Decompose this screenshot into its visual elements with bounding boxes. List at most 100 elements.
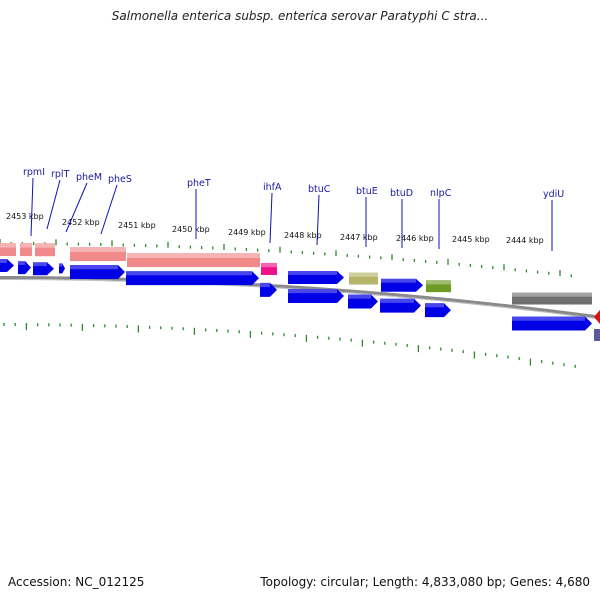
kbp-label: 2444 kbp [506,236,544,245]
gene-label-rplT[interactable]: rplT [51,169,70,180]
trna-feature-body [70,247,126,262]
cds-arrow-shine [260,282,270,288]
gene-label-btuD[interactable]: btuD [390,188,413,199]
cds-arrow [512,316,592,331]
trna-feature-body [127,253,260,268]
gene-label-ydiU[interactable]: ydiU [543,189,564,200]
edge-marker-purple [594,329,600,341]
cds-arrow-body [288,288,344,303]
kbp-label: 2445 kbp [452,235,490,244]
nlpC-feature [426,280,451,293]
btuE-feature-body [349,272,378,285]
cds-arrow-body [512,316,592,331]
cds-arrow-shine [381,278,416,283]
cds-arrow-body [381,278,423,292]
ihfA-feature-body [261,262,277,275]
cds-arrow-body [348,294,378,309]
map-title: Salmonella enterica subsp. enterica sero… [111,9,489,23]
kbp-label: 2453 kbp [6,212,44,221]
trna-feature [20,243,32,257]
cds-arrow-body [70,265,125,280]
gene-leader-pheM [65,182,88,233]
kbp-label: 2448 kbp [284,231,322,240]
cds-arrow-shine [126,271,252,276]
cds-arrow-body [126,271,259,286]
cds-arrow [260,282,277,297]
cds-arrow-body [33,262,54,276]
cds-arrow-shine [288,288,337,294]
kbp-label: 2450 kbp [172,225,210,234]
trna-feature-body [35,243,55,257]
gene-label-btuC[interactable]: btuC [308,184,331,195]
gene-label-pheS[interactable]: pheS [108,174,132,185]
gene-labels: rpmI rplT pheM pheS pheT ihfA btuC btuE btuD nlpC… [23,167,564,251]
edge-marker-red [594,310,600,324]
cds-arrow-body [260,282,277,297]
trna-feature-body [0,243,16,257]
cds-arrow [59,263,65,274]
cds-arrow [33,262,54,276]
trna-feature [0,243,16,257]
trna-feature-body [20,243,32,257]
gene-label-ihfA[interactable]: ihfA [263,182,282,193]
gene-leader-pheS [100,184,118,235]
cds-arrow-body [59,263,65,274]
cds-arrow-shine [0,259,7,263]
trna-feature [127,253,260,268]
kbp-label: 2452 kbp [62,218,100,227]
gene-leader-rpmI [30,177,34,237]
kbp-label: 2446 kbp [396,234,434,243]
kbp-labels: 2453 kbp 2452 kbp 2451 kbp 2450 kbp 2449 kbp… [6,212,544,245]
gene-label-nlpC[interactable]: nlpC [430,188,452,199]
ihfA-feature-highlight [261,262,277,268]
cds-arrow-shine [512,316,585,321]
kbp-label: 2447 kbp [340,233,378,242]
cds-arrow [70,265,125,280]
trna-feature-highlight [70,247,126,252]
cds-arrow-body [0,259,14,273]
cds-arrow-shine [59,263,63,267]
accession-label: Accession: NC_012125 [8,575,145,589]
kbp-label: 2451 kbp [118,221,156,230]
cds-arrow-body [18,261,31,275]
cds-arrow-shine [348,294,371,299]
trna-feature [70,247,126,262]
ydiU-feature [512,292,592,305]
cds-arrow-shine [425,303,444,308]
cds-arrow [126,271,259,286]
gene-leader-rplT [46,179,61,230]
btuE-feature [349,272,378,285]
gene-label-pheM[interactable]: pheM [76,172,102,183]
cds-arrow [381,278,423,292]
gene-leader-btuC [316,194,320,246]
cds-arrow-body [288,270,344,284]
trna-feature [35,243,55,257]
cds-arrow [380,298,421,313]
cds-arrow-shine [70,265,118,270]
trna-feature-highlight [0,243,16,248]
topology-label: Topology: circular; Length: 4,833,080 bp… [260,575,590,589]
gene-label-pheT[interactable]: pheT [187,178,211,189]
cds-arrow [288,270,344,284]
gene-label-btuE[interactable]: btuE [356,186,378,197]
cds-arrow-shine [18,261,26,265]
gene-leader-ihfA [269,192,273,244]
ydiU-feature-highlight [512,292,592,297]
gene-label-rpmI[interactable]: rpmI [23,167,45,178]
cds-arrow-shine [380,298,414,303]
cds-arrow-body [425,303,451,318]
btuE-feature-highlight [349,272,378,277]
trna-feature-highlight [35,243,55,248]
nlpC-feature-highlight [426,280,451,285]
cds-arrow [425,303,451,318]
cds-arrow [288,288,344,303]
trna-feature-highlight [20,243,32,248]
trna-feature-highlight [127,253,260,259]
nlpC-feature-body [426,280,451,293]
cds-arrow-shine [288,270,337,275]
cds-arrow-shine [33,262,47,267]
cds-arrow [348,294,378,309]
ihfA-feature [261,262,277,275]
cds-arrow [0,259,14,273]
